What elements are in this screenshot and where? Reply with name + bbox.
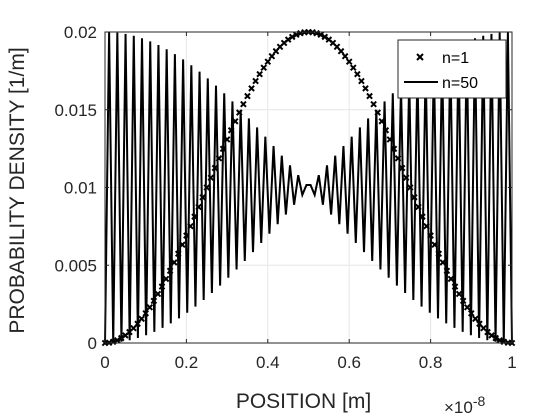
- data-point-marker: [113, 336, 121, 344]
- x-axis-exponent-power: -8: [473, 393, 486, 409]
- data-point-marker: [288, 33, 296, 41]
- data-point-marker: [354, 70, 361, 78]
- x-axis-exponent: ×10-8: [444, 393, 486, 417]
- x-marker-icon: [416, 53, 424, 61]
- x-tick-label: 1: [507, 353, 516, 372]
- x-tick-label: 0.8: [419, 353, 443, 372]
- data-point-marker: [366, 92, 373, 100]
- x-tick-label: 0.6: [337, 353, 361, 372]
- legend-box: [397, 39, 507, 99]
- data-point-marker: [248, 85, 255, 92]
- data-point-marker: [268, 52, 276, 60]
- data-point-marker: [447, 275, 455, 283]
- data-point-marker: [358, 77, 365, 85]
- y-tick-label: 0.015: [54, 101, 97, 120]
- legend: n=1 n=50: [397, 39, 507, 99]
- x-tick-label: 0.4: [256, 353, 280, 372]
- data-point-marker: [370, 100, 377, 108]
- tick-labels: 0 0.2 0.4 0.6 0.8 1 0 0.005 0.01 0.015 0.02: [54, 23, 516, 372]
- data-point-marker: [240, 100, 247, 108]
- legend-label-n1: n=1: [442, 50, 469, 67]
- x-axis-exponent-base: ×10: [444, 398, 473, 417]
- series-n50: [104, 32, 513, 344]
- data-point-marker: [162, 275, 170, 283]
- data-point-marker: [317, 31, 325, 39]
- data-point-marker: [256, 70, 263, 78]
- x-tick-label: 0.2: [175, 353, 199, 372]
- y-tick-label: 0.02: [64, 23, 97, 42]
- data-point-marker: [463, 304, 471, 311]
- data-point-marker: [345, 58, 353, 66]
- legend-label-n50: n=50: [442, 75, 478, 92]
- data-point-marker: [341, 52, 349, 60]
- data-point-marker: [244, 92, 251, 100]
- data-point-marker: [146, 304, 154, 311]
- y-tick-label: 0: [88, 334, 97, 353]
- data-point-marker: [362, 85, 369, 92]
- axis-ticks: [104, 31, 513, 344]
- legend-marker-n1: [416, 53, 424, 61]
- data-point-marker: [313, 29, 320, 37]
- data-point-marker: [472, 315, 479, 323]
- data-point-marker: [349, 64, 357, 71]
- y-axis-title: PROBABILITY DENSITY [1/m]: [6, 47, 29, 333]
- y-tick-label: 0.01: [64, 179, 97, 198]
- x-axis-title: POSITION [m]: [236, 390, 371, 413]
- series-line-n50: [104, 32, 513, 344]
- data-point-marker: [455, 290, 463, 298]
- data-point-marker: [292, 31, 300, 39]
- x-tick-label: 0: [100, 353, 109, 372]
- data-point-marker: [252, 77, 259, 85]
- data-point-marker: [496, 336, 504, 344]
- data-point-marker: [138, 315, 145, 323]
- data-point-marker: [154, 290, 162, 298]
- data-point-marker: [337, 47, 345, 55]
- data-point-marker: [264, 58, 272, 66]
- data-point-marker: [260, 64, 268, 71]
- y-tick-label: 0.005: [54, 256, 97, 275]
